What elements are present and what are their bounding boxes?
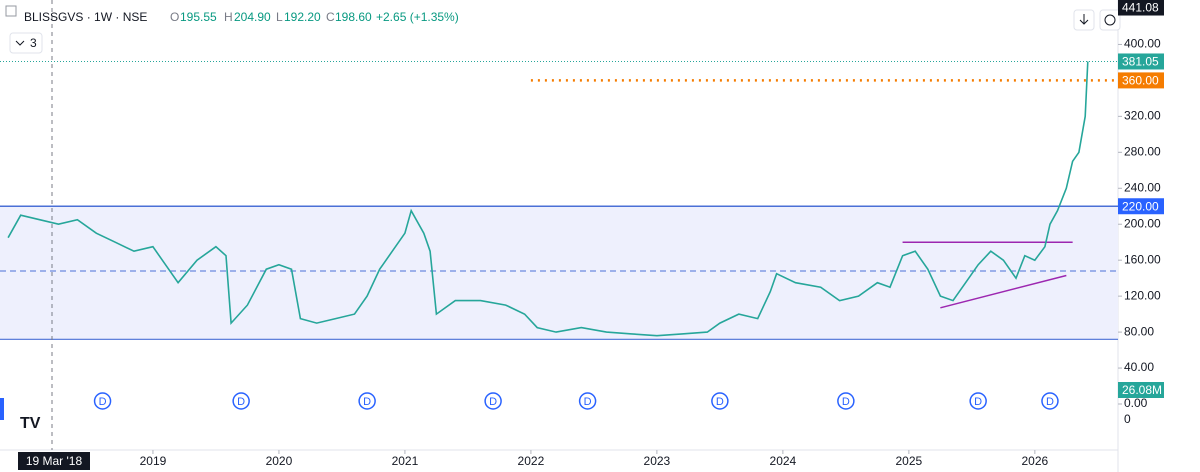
dividend-marker: D (489, 396, 497, 408)
volume-zero: 0 (1124, 412, 1131, 426)
x-tick-label: 2023 (644, 454, 671, 468)
logo (14, 410, 46, 436)
y-tick-label: 120.00 (1124, 288, 1161, 302)
y-tick-label: 40.00 (1124, 360, 1154, 374)
indicators-toggle[interactable] (9, 32, 43, 54)
y-tick-label: 400.00 (1124, 37, 1161, 51)
y-tick-label: 200.00 (1124, 216, 1161, 230)
dividend-circle (969, 392, 987, 410)
dividend-circle (358, 392, 376, 410)
y-tick-label: 80.00 (1124, 324, 1154, 338)
dividend-circle (1041, 392, 1059, 410)
dividend-marker: D (363, 396, 371, 408)
x-tick-label: 2026 (1021, 454, 1048, 468)
x-tick-label: 2022 (518, 454, 545, 468)
plot (0, 0, 1118, 450)
range-zone (0, 206, 1118, 340)
dividend-circle (578, 392, 597, 410)
dividend-circle (232, 392, 250, 410)
dividend-circle (711, 392, 729, 410)
dividend-circle (837, 392, 855, 410)
volume-tag (1118, 382, 1164, 398)
price-tag-label: 381.05 (1122, 55, 1159, 69)
dividend-marker: D (716, 396, 724, 408)
low: 192.20 (284, 10, 321, 24)
dividend-marker: D (1046, 396, 1054, 408)
logo-mark: TV (20, 415, 41, 432)
price-tag-label: 441.08 (1122, 1, 1159, 15)
y-tick-label: 320.00 (1124, 109, 1161, 123)
close-label: C (326, 10, 335, 24)
dividend-circle (484, 392, 502, 410)
x-tick-label: 2025 (896, 454, 923, 468)
change: +2.65 (+1.35%) (376, 10, 459, 24)
low-label: L (276, 10, 283, 24)
price-tag (1118, 198, 1164, 215)
indicators-count: 3 (30, 36, 37, 50)
crosshair-date-tag (18, 452, 90, 470)
dividend-circle (93, 392, 112, 410)
price-tag-label: 220.00 (1122, 199, 1159, 213)
dividend-marker: D (237, 396, 245, 408)
x-tick-label: 2020 (266, 454, 293, 468)
y-tick-label: 240.00 (1124, 180, 1161, 194)
crosshair-date: 19 Mar '18 (26, 454, 83, 468)
volume-tag-label: 26.08M (1122, 383, 1162, 397)
open: 195.55 (180, 10, 217, 24)
symbol-icon (5, 5, 17, 17)
dividend-marker: D (974, 396, 982, 408)
symbol: BLISSGVS · 1W · NSE (24, 10, 147, 24)
x-tick-label: 2021 (392, 454, 419, 468)
dividend-marker: D (842, 396, 850, 408)
open-label: O (170, 10, 179, 24)
dividend-marker: D (584, 396, 592, 408)
dividend-marker: D (99, 396, 107, 408)
settings-button[interactable] (1099, 9, 1121, 31)
close: 198.60 (335, 10, 372, 24)
y-tick-label: 160.00 (1124, 252, 1161, 266)
chevron (15, 40, 25, 46)
price-tag (1118, 0, 1164, 16)
price-tag (1118, 72, 1164, 89)
price-line (7, 61, 1089, 337)
x-tick-label: 2019 (140, 454, 167, 468)
y-tick-label: 280.00 (1124, 144, 1161, 158)
high-label: H (224, 10, 233, 24)
side-tab[interactable] (0, 398, 4, 420)
trend-line (940, 274, 1067, 309)
download-icon (1079, 14, 1089, 25)
x-tick-label: 2024 (770, 454, 797, 468)
price-tag (1118, 53, 1164, 70)
settings-icon (1104, 14, 1116, 26)
y-tick-label: 0.00 (1124, 396, 1148, 410)
high: 204.90 (234, 10, 271, 24)
price-tag-label: 360.00 (1122, 74, 1159, 88)
